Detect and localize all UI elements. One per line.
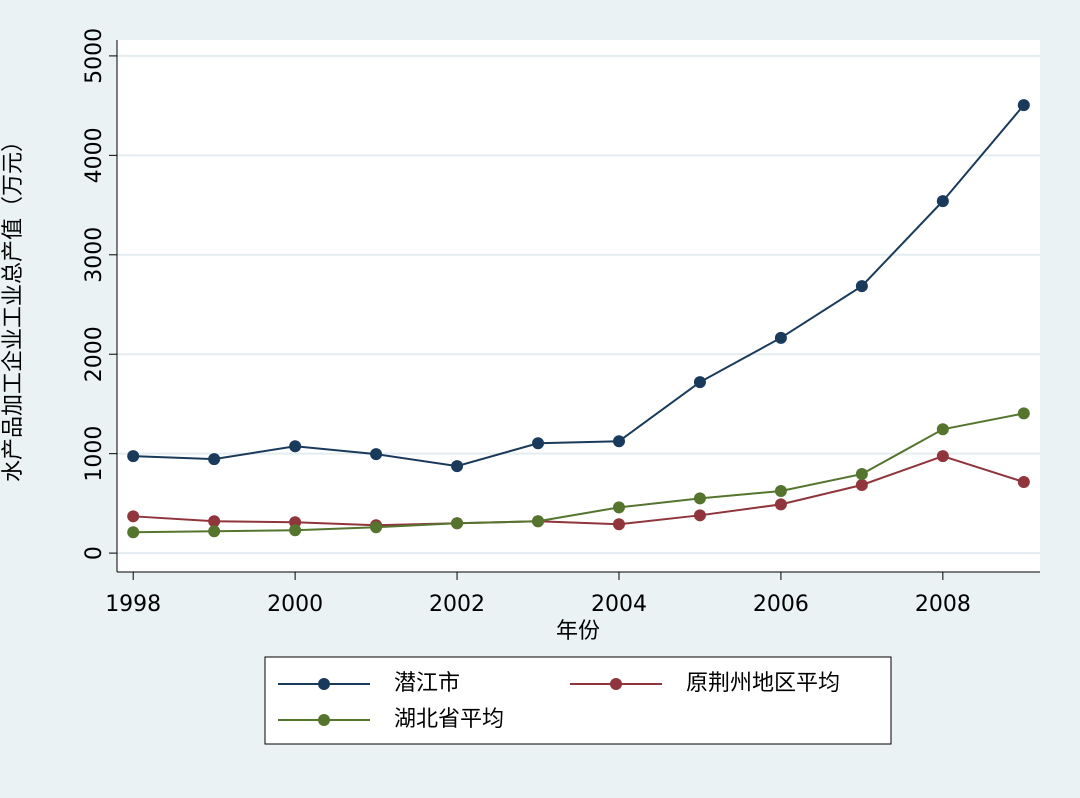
point — [451, 460, 464, 473]
point — [127, 510, 140, 523]
point — [1017, 407, 1030, 420]
y-tick-label: 1000 — [82, 426, 107, 482]
point — [208, 515, 221, 528]
y-tick-label: 4000 — [82, 127, 107, 183]
line — [133, 412, 1024, 534]
point — [612, 501, 625, 514]
x-tick-label: 2000 — [267, 592, 323, 617]
point — [532, 515, 545, 528]
point — [612, 518, 625, 531]
point — [774, 331, 787, 344]
point — [936, 195, 949, 208]
point — [612, 435, 625, 448]
line — [133, 104, 1025, 468]
y-tick-label: 0 — [82, 546, 107, 560]
point — [127, 526, 140, 539]
point — [451, 517, 464, 530]
legend-label: 湖北省平均 — [394, 707, 504, 732]
point — [532, 437, 545, 450]
y-tick-label: 5000 — [82, 28, 107, 84]
point — [1017, 476, 1030, 489]
plot-area — [117, 40, 1040, 572]
x-tick-label: 1998 — [105, 592, 161, 617]
point — [127, 450, 140, 463]
point — [774, 498, 787, 511]
legend-marker — [318, 714, 330, 726]
point — [855, 280, 868, 293]
point — [855, 468, 868, 481]
point — [370, 521, 383, 534]
point — [208, 453, 221, 466]
point — [693, 509, 706, 522]
legend-label: 原荆州地区平均 — [686, 671, 840, 696]
y-tick-label: 3000 — [82, 227, 107, 283]
x-tick-label: 2006 — [753, 592, 809, 617]
x-tick-label: 2004 — [591, 592, 647, 617]
point — [855, 478, 868, 491]
point — [936, 423, 949, 436]
x-tick-label: 2002 — [429, 592, 485, 617]
x-axis-title: 年份 — [556, 619, 600, 644]
y-tick-label: 2000 — [82, 326, 107, 382]
point — [774, 484, 787, 497]
point — [289, 440, 302, 453]
legend-marker — [318, 678, 330, 690]
point — [693, 376, 706, 389]
point — [693, 492, 706, 505]
point — [208, 525, 221, 538]
point — [1017, 99, 1030, 112]
x-tick-label: 2008 — [915, 592, 971, 617]
y-axis-title: 水产品加工企业工业总产值（万元） — [1, 130, 26, 482]
point — [289, 524, 302, 537]
legend — [264, 656, 892, 745]
legend-marker — [610, 678, 622, 690]
legend-label: 潜江市 — [394, 671, 460, 696]
line — [133, 455, 1025, 527]
point — [936, 450, 949, 463]
point — [370, 448, 383, 461]
